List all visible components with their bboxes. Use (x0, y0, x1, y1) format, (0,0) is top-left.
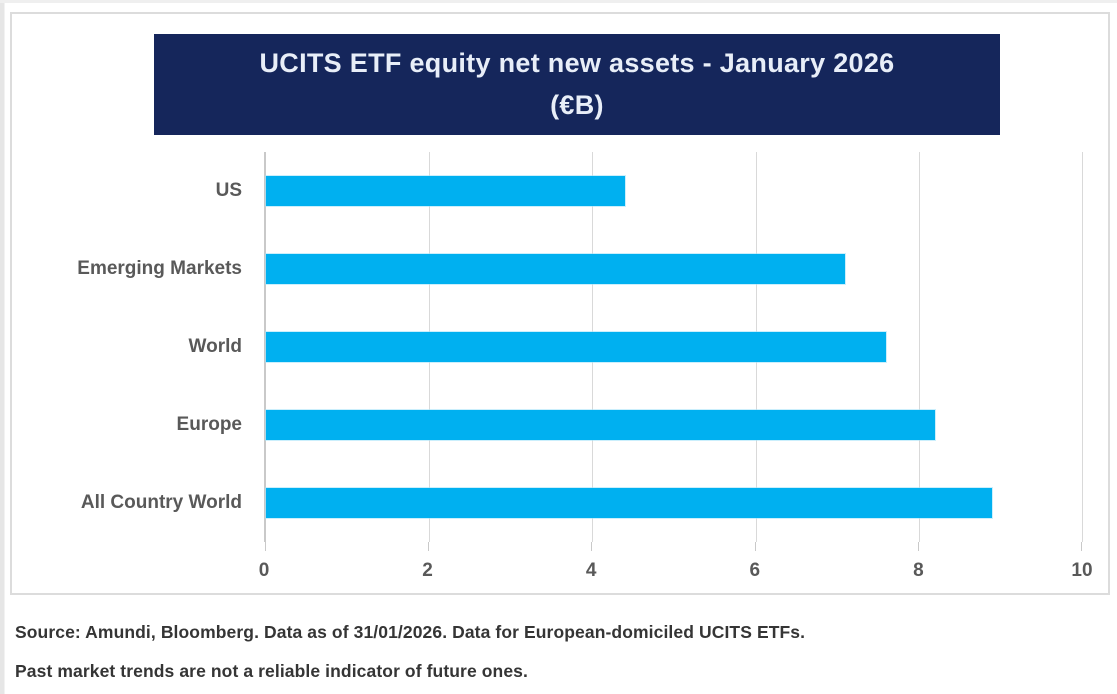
bar-emerging-markets (266, 254, 846, 284)
gridline-x-10 (1082, 152, 1083, 542)
x-tick-mark-0 (265, 542, 266, 551)
bar-us (266, 176, 626, 206)
x-tick-mark-2 (428, 542, 430, 551)
category-axis-labels: US Emerging Markets World Europe All Country… (12, 152, 242, 542)
bar-all-country-world (266, 488, 993, 518)
chart-title-banner: UCITS ETF equity net new assets - Januar… (154, 34, 1000, 135)
x-axis-tick-labels: 0 2 4 6 8 10 (259, 560, 1093, 586)
category-label-us: US (215, 180, 242, 201)
x-tick-mark-8 (917, 542, 919, 551)
chart-title-line1: UCITS ETF equity net new assets - Januar… (259, 47, 895, 78)
bar-europe (266, 410, 936, 440)
x-tick-label-6: 6 (749, 560, 761, 581)
category-label-world: World (188, 336, 242, 357)
plot-area (264, 152, 1083, 551)
chart-title-line2: (€B) (550, 89, 604, 120)
x-tick-label-2: 2 (422, 560, 433, 581)
x-tick-label-8: 8 (913, 560, 924, 581)
bar-world (266, 332, 887, 362)
x-tick-mark-4 (591, 542, 593, 551)
chart-frame: UCITS ETF equity net new assets - Januar… (10, 12, 1110, 595)
screenshot-left-edge (0, 0, 5, 694)
x-tick-label-4: 4 (585, 560, 597, 581)
category-label-emerging-markets: Emerging Markets (77, 258, 242, 279)
disclaimer-note: Past market trends are not a reliable in… (15, 661, 528, 681)
category-label-all-country-world: All Country World (80, 492, 242, 513)
category-label-europe: Europe (176, 414, 242, 435)
gridline-x-8 (918, 152, 920, 542)
x-tick-label-0: 0 (258, 560, 270, 581)
x-tick-mark-10 (1081, 542, 1082, 551)
screenshot-top-edge (0, 0, 1117, 3)
source-note: Source: Amundi, Bloomberg. Data as of 31… (15, 622, 806, 642)
x-tick-mark-6 (754, 542, 756, 551)
x-tick-label-10: 10 (1071, 560, 1093, 581)
